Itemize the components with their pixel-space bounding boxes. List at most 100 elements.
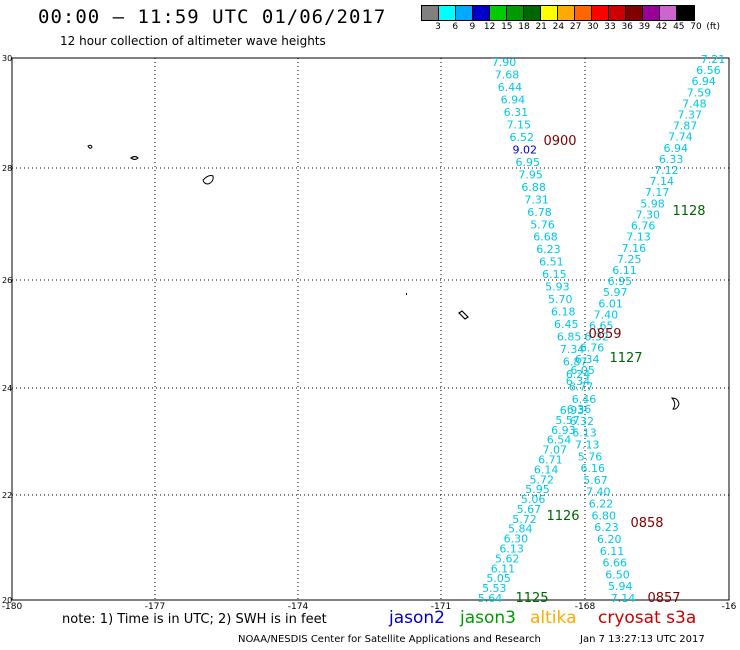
- swh-value-track-b: 6.30: [504, 533, 529, 546]
- swh-value-track-b: 6.13: [499, 543, 524, 556]
- lat-label: 26: [2, 276, 12, 285]
- lon-label: -174: [288, 602, 309, 610]
- swh-value-track-c: 7.59: [687, 86, 712, 99]
- swh-value-track-c: 6.32: [584, 331, 609, 344]
- pass-time-label: 1125: [515, 591, 548, 606]
- swh-value-track-b: 6.93: [551, 424, 576, 437]
- swh-value-track-c: 7.30: [636, 208, 661, 221]
- swh-value-track-a: 7.34: [560, 343, 585, 356]
- island-outline: [670, 397, 680, 410]
- swh-value-track-a: 6.87: [563, 356, 588, 369]
- pass-time-label: 0900: [543, 134, 576, 149]
- swh-value-track-d: 7.14: [611, 592, 636, 605]
- swh-value-track-b: 5.05: [486, 572, 511, 585]
- swh-value-track-d: 6.23: [594, 521, 619, 534]
- swh-value-track-d: 6.32: [570, 415, 595, 428]
- swh-value-track-a: 7.15: [507, 118, 532, 131]
- swh-value-track-a: 6.23: [536, 243, 561, 256]
- swh-value-track-a: 6.51: [539, 256, 564, 269]
- swh-value-track-a: 6.88: [521, 181, 546, 194]
- colorbar-swatch: [507, 6, 524, 20]
- map-grid: 30 28 26 24 22 20-180 -177 -174 -171 -168 -16: [2, 54, 737, 610]
- pass-time-label: 0858: [630, 516, 663, 531]
- colorbar-swatch: [490, 6, 507, 20]
- swh-value-track-c: 7.21: [701, 53, 726, 66]
- swh-value-track-c: 6.33: [659, 153, 684, 166]
- map-title: 00:00 – 11:59 UTC 01/06/2017: [38, 6, 387, 28]
- colorbar-label: (ft): [706, 22, 720, 32]
- footer-credit: NOAA/NESDIS Center for Satellite Applica…: [238, 634, 541, 645]
- colorbar-swatch: [626, 6, 643, 20]
- swh-value-track-d: 6.16: [581, 462, 606, 475]
- swh-value-track-c: 7.17: [645, 186, 670, 199]
- colorbar-label: 12: [483, 22, 496, 32]
- island-outline: [87, 144, 93, 149]
- swh-value-track-a: 9.02: [512, 143, 537, 156]
- swh-value-track-c: 6.94: [691, 75, 716, 88]
- pass-time-label: 0857: [647, 591, 680, 606]
- legend-jason3: jason3: [460, 608, 516, 628]
- swh-value-track-d: 6.13: [572, 427, 597, 440]
- colorbar-label: 36: [621, 22, 633, 32]
- colorbar-label: 45: [673, 22, 685, 32]
- lon-label: -16: [722, 602, 737, 610]
- swh-value-track-c: 7.14: [650, 175, 675, 188]
- swh-value-track-a: 6.77: [569, 381, 594, 394]
- swh-value-track-a: 5.76: [530, 218, 555, 231]
- lat-label: 20: [2, 596, 12, 605]
- island-outline: [458, 310, 469, 320]
- colorbar-label: 30: [587, 22, 599, 32]
- colorbar-swatch: [541, 6, 558, 20]
- island-outline: [202, 175, 214, 185]
- colorbar-swatch: [660, 6, 677, 20]
- island-outlines: [87, 144, 680, 410]
- colorbar-label: 39: [638, 22, 651, 32]
- pass-time-label: 0859: [588, 327, 621, 342]
- swh-value-track-a: 7.68: [495, 68, 520, 81]
- swh-value-track-a: 5.70: [548, 293, 573, 306]
- lat-label: 28: [2, 164, 12, 173]
- swh-value-track-b: 6.11: [491, 562, 516, 575]
- swh-value-track-c: 6.34: [566, 375, 591, 388]
- swh-value-track-a: 6.24: [566, 368, 591, 381]
- swh-value-track-d: 6.80: [592, 509, 617, 522]
- lon-label: -171: [431, 602, 451, 610]
- swh-value-track-a: 7.90: [492, 56, 517, 69]
- swh-value-track-c: 6.95: [608, 275, 633, 288]
- colorbar-swatch: [592, 6, 609, 20]
- swh-value-track-c: 6.94: [664, 142, 689, 155]
- swh-value-track-c: 7.37: [677, 109, 702, 122]
- pass-time-labels: 0900 1128 0859 1127 1126 0858 1125 0857: [515, 134, 705, 606]
- colorbar-label: 15: [501, 22, 513, 32]
- colorbar-label: 18: [518, 22, 530, 32]
- map-subtitle: 12 hour collection of altimeter wave hei…: [60, 34, 326, 48]
- swh-value-track-b: 6.93: [560, 404, 585, 417]
- colorbar-swatch: [609, 6, 626, 20]
- swh-value-track-a: 6.68: [533, 231, 558, 244]
- lon-label: -180: [2, 602, 23, 610]
- swh-value-track-d: 6.11: [600, 545, 625, 558]
- colorbar-swatch: [473, 6, 490, 20]
- pass-time-label: 1127: [609, 351, 642, 366]
- swh-value-track-c: 6.76: [631, 220, 656, 233]
- lat-label: 22: [2, 491, 12, 500]
- swh-value-track-c: 6.34: [575, 353, 600, 366]
- pass-time-label: 1128: [672, 204, 705, 219]
- swh-value-track-b: 5.64: [478, 592, 503, 605]
- swh-value-track-c: 6.56: [696, 64, 721, 77]
- swh-value-track-d: 5.67: [583, 474, 608, 487]
- swh-value-track-d: 5.94: [608, 580, 633, 593]
- colorbar-label: 24: [552, 22, 565, 32]
- swh-value-track-a: 6.78: [527, 206, 552, 219]
- swh-value-track-a: 6.94: [501, 93, 526, 106]
- swh-value-track-d: 6.22: [589, 498, 614, 511]
- swh-value-track-a: 6.85: [557, 331, 582, 344]
- swh-value-track-d: 6.50: [605, 568, 630, 581]
- swh-value-track-c: 5.98: [640, 197, 665, 210]
- colorbar-label: 6: [452, 22, 459, 32]
- swh-value-track-d: 6.20: [597, 533, 622, 546]
- colorbar-label: 27: [569, 22, 582, 32]
- legend-jason2: jason2: [389, 608, 445, 628]
- swh-value-track-c: 7.87: [673, 120, 698, 133]
- colorbar: [421, 5, 695, 21]
